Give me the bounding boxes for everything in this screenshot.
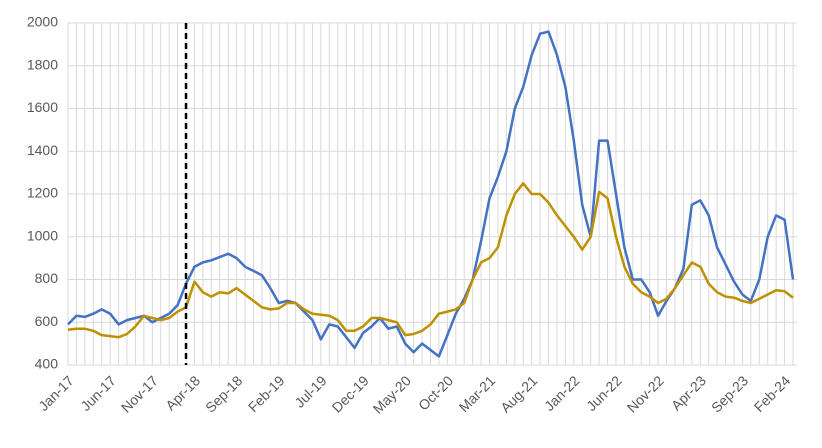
- x-tick-label: Nov-22: [624, 372, 667, 415]
- y-tick-label: 1400: [27, 142, 58, 158]
- x-tick-label: Sep-23: [708, 372, 751, 415]
- x-tick-label: May-20: [370, 372, 414, 416]
- x-tick-label: Oct-20: [415, 372, 456, 413]
- x-tick-label: Jan-22: [541, 372, 583, 414]
- x-tick-label: Apr-23: [668, 372, 709, 413]
- x-tick-label: Jul-19: [291, 372, 329, 410]
- x-tick-label: Apr-18: [162, 372, 203, 413]
- x-tick-label: Jun-17: [77, 372, 119, 414]
- y-tick-label: 600: [35, 313, 59, 329]
- y-tick-label: 1600: [27, 99, 58, 115]
- x-tick-label: Nov-17: [118, 372, 161, 415]
- x-tick-label: Feb-19: [245, 372, 288, 415]
- x-tick-label: Jun-22: [583, 372, 625, 414]
- x-tick-label: Feb-24: [751, 372, 794, 415]
- x-tick-label: Mar-21: [456, 372, 499, 415]
- x-tick-label: Aug-21: [497, 372, 540, 415]
- series-line: [67, 182, 794, 339]
- x-tick-label: Jan-17: [35, 372, 77, 414]
- y-tick-label: 1200: [27, 185, 58, 201]
- y-tick-label: 2000: [27, 14, 58, 30]
- x-tick-label: Dec-19: [329, 372, 372, 415]
- y-tick-label: 800: [35, 270, 59, 286]
- y-tick-label: 1800: [27, 56, 58, 72]
- x-tick-label: Sep-18: [202, 372, 245, 415]
- y-tick-label: 1000: [27, 227, 58, 243]
- y-tick-label: 400: [35, 356, 59, 372]
